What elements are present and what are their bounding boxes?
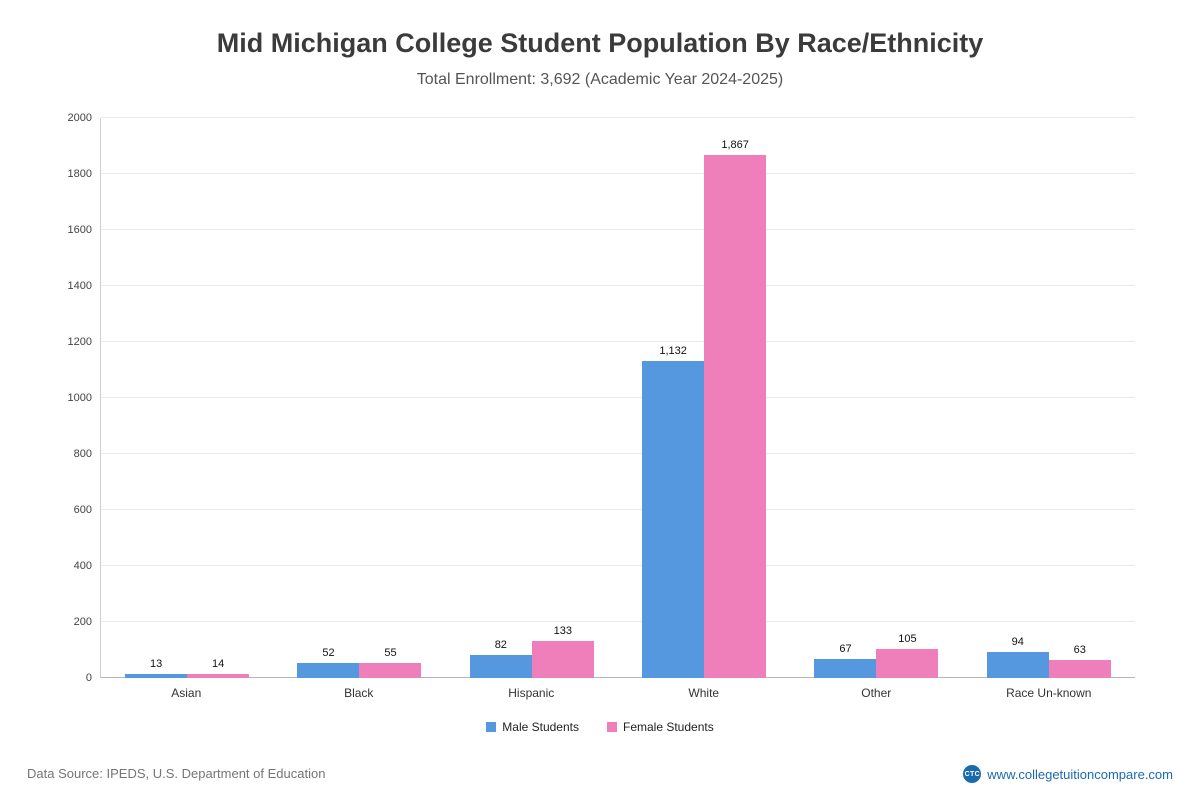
bar-group-asian: 13 14 [101, 118, 273, 678]
y-axis-tick-label: 400 [73, 560, 92, 572]
female-students-bar-asian: 14 [187, 658, 250, 678]
gridline [101, 397, 1135, 398]
data-source-text: Data Source: IPEDS, U.S. Department of E… [27, 766, 326, 781]
x-axis-labels: Asian Black Hispanic White Other Race Un-know… [100, 686, 1135, 700]
male-students-bar-black: 52 [297, 647, 360, 678]
bar-group-race-un-known: 94 63 [963, 118, 1135, 678]
gridline [101, 677, 1135, 678]
bar-value-label: 1,867 [721, 139, 749, 152]
y-axis-tick-label: 1400 [67, 280, 92, 292]
bar-value-label: 133 [553, 624, 572, 637]
y-axis-tick-label: 2000 [67, 112, 92, 124]
bar-value-label: 67 [839, 643, 852, 656]
legend-marker-icon [486, 722, 497, 732]
male-students-bar-white: 1,132 [642, 345, 705, 678]
bar-value-label: 1,132 [659, 345, 687, 358]
bar-value-label: 63 [1073, 644, 1086, 657]
gridline [101, 509, 1135, 510]
y-axis-tick-label: 800 [73, 448, 92, 460]
bar-value-label: 94 [1011, 635, 1024, 648]
gridline [101, 173, 1135, 174]
female-students-bar-other: 105 [876, 633, 939, 678]
footer-link[interactable]: www.collegetuitioncompare.com [987, 766, 1173, 782]
bar-value-label: 55 [384, 646, 397, 659]
bar-groups: 13 14 52 55 82 133 1,132 1,867 67 105 94 63 [101, 118, 1135, 678]
bar-group-white: 1,132 1,867 [618, 118, 790, 678]
footer-branding: CTC www.collegetuitioncompare.com [963, 765, 1173, 783]
y-axis-tick-label: 200 [73, 616, 92, 628]
x-axis-category-label: Race Un-known [1006, 686, 1092, 700]
x-axis-category-label: Hispanic [508, 686, 555, 700]
legend-item-male-students[interactable]: Male Students [486, 720, 579, 734]
legend-label: Female Students [623, 720, 714, 734]
female-students-bar-hispanic: 133 [531, 625, 594, 678]
gridline [101, 453, 1135, 454]
y-axis-tick-label: 1200 [67, 336, 92, 348]
gridline [101, 341, 1135, 342]
x-axis-category-label: Other [861, 686, 892, 700]
chart-title: Mid Michigan College Student Population … [216, 28, 984, 58]
female-students-bar-white: 1,867 [704, 139, 767, 678]
gridline [101, 229, 1135, 230]
legend-item-female-students[interactable]: Female Students [607, 720, 714, 734]
ctc-logo-icon: CTC [963, 765, 982, 783]
x-axis-category-label: Asian [171, 686, 202, 700]
legend-label: Male Students [502, 720, 579, 734]
bar-value-label: 82 [494, 639, 507, 652]
chart-legend: Male Students Female Students [0, 720, 1200, 734]
male-students-bar-race-un-known: 94 [986, 636, 1049, 678]
gridline [101, 565, 1135, 566]
gridline [101, 621, 1135, 622]
plot-area: 13 14 52 55 82 133 1,132 1,867 67 105 94 63 0 200 400… [68, 112, 1135, 684]
bar-value-label: 14 [212, 658, 225, 671]
y-axis-tick-label: 1600 [67, 224, 92, 236]
bar-value-label: 105 [898, 632, 917, 645]
bar-value-label: 52 [322, 647, 335, 660]
male-students-bar-hispanic: 82 [469, 639, 532, 678]
x-axis-category-label: White [688, 686, 720, 700]
bar-group-hispanic: 82 133 [446, 118, 618, 678]
male-students-bar-asian: 13 [125, 658, 188, 678]
bar-group-black: 52 55 [273, 118, 445, 678]
legend-marker-icon [607, 722, 617, 732]
male-students-bar-other: 67 [814, 643, 877, 678]
x-axis-category-label: Black [344, 686, 374, 700]
y-axis-tick-label: 600 [73, 504, 92, 516]
y-axis-tick-label: 1800 [67, 168, 92, 180]
gridline [101, 117, 1135, 118]
bar-group-other: 67 105 [790, 118, 962, 678]
y-axis-tick-label: 0 [85, 672, 92, 684]
female-students-bar-race-un-known: 63 [1048, 644, 1111, 678]
gridline [101, 285, 1135, 286]
bar-value-label: 13 [150, 658, 163, 671]
chart-subtitle: Total Enrollment: 3,692 (Academic Year 2… [416, 71, 784, 88]
female-students-bar-black: 55 [359, 647, 422, 678]
y-axis-tick-label: 1000 [67, 392, 92, 404]
